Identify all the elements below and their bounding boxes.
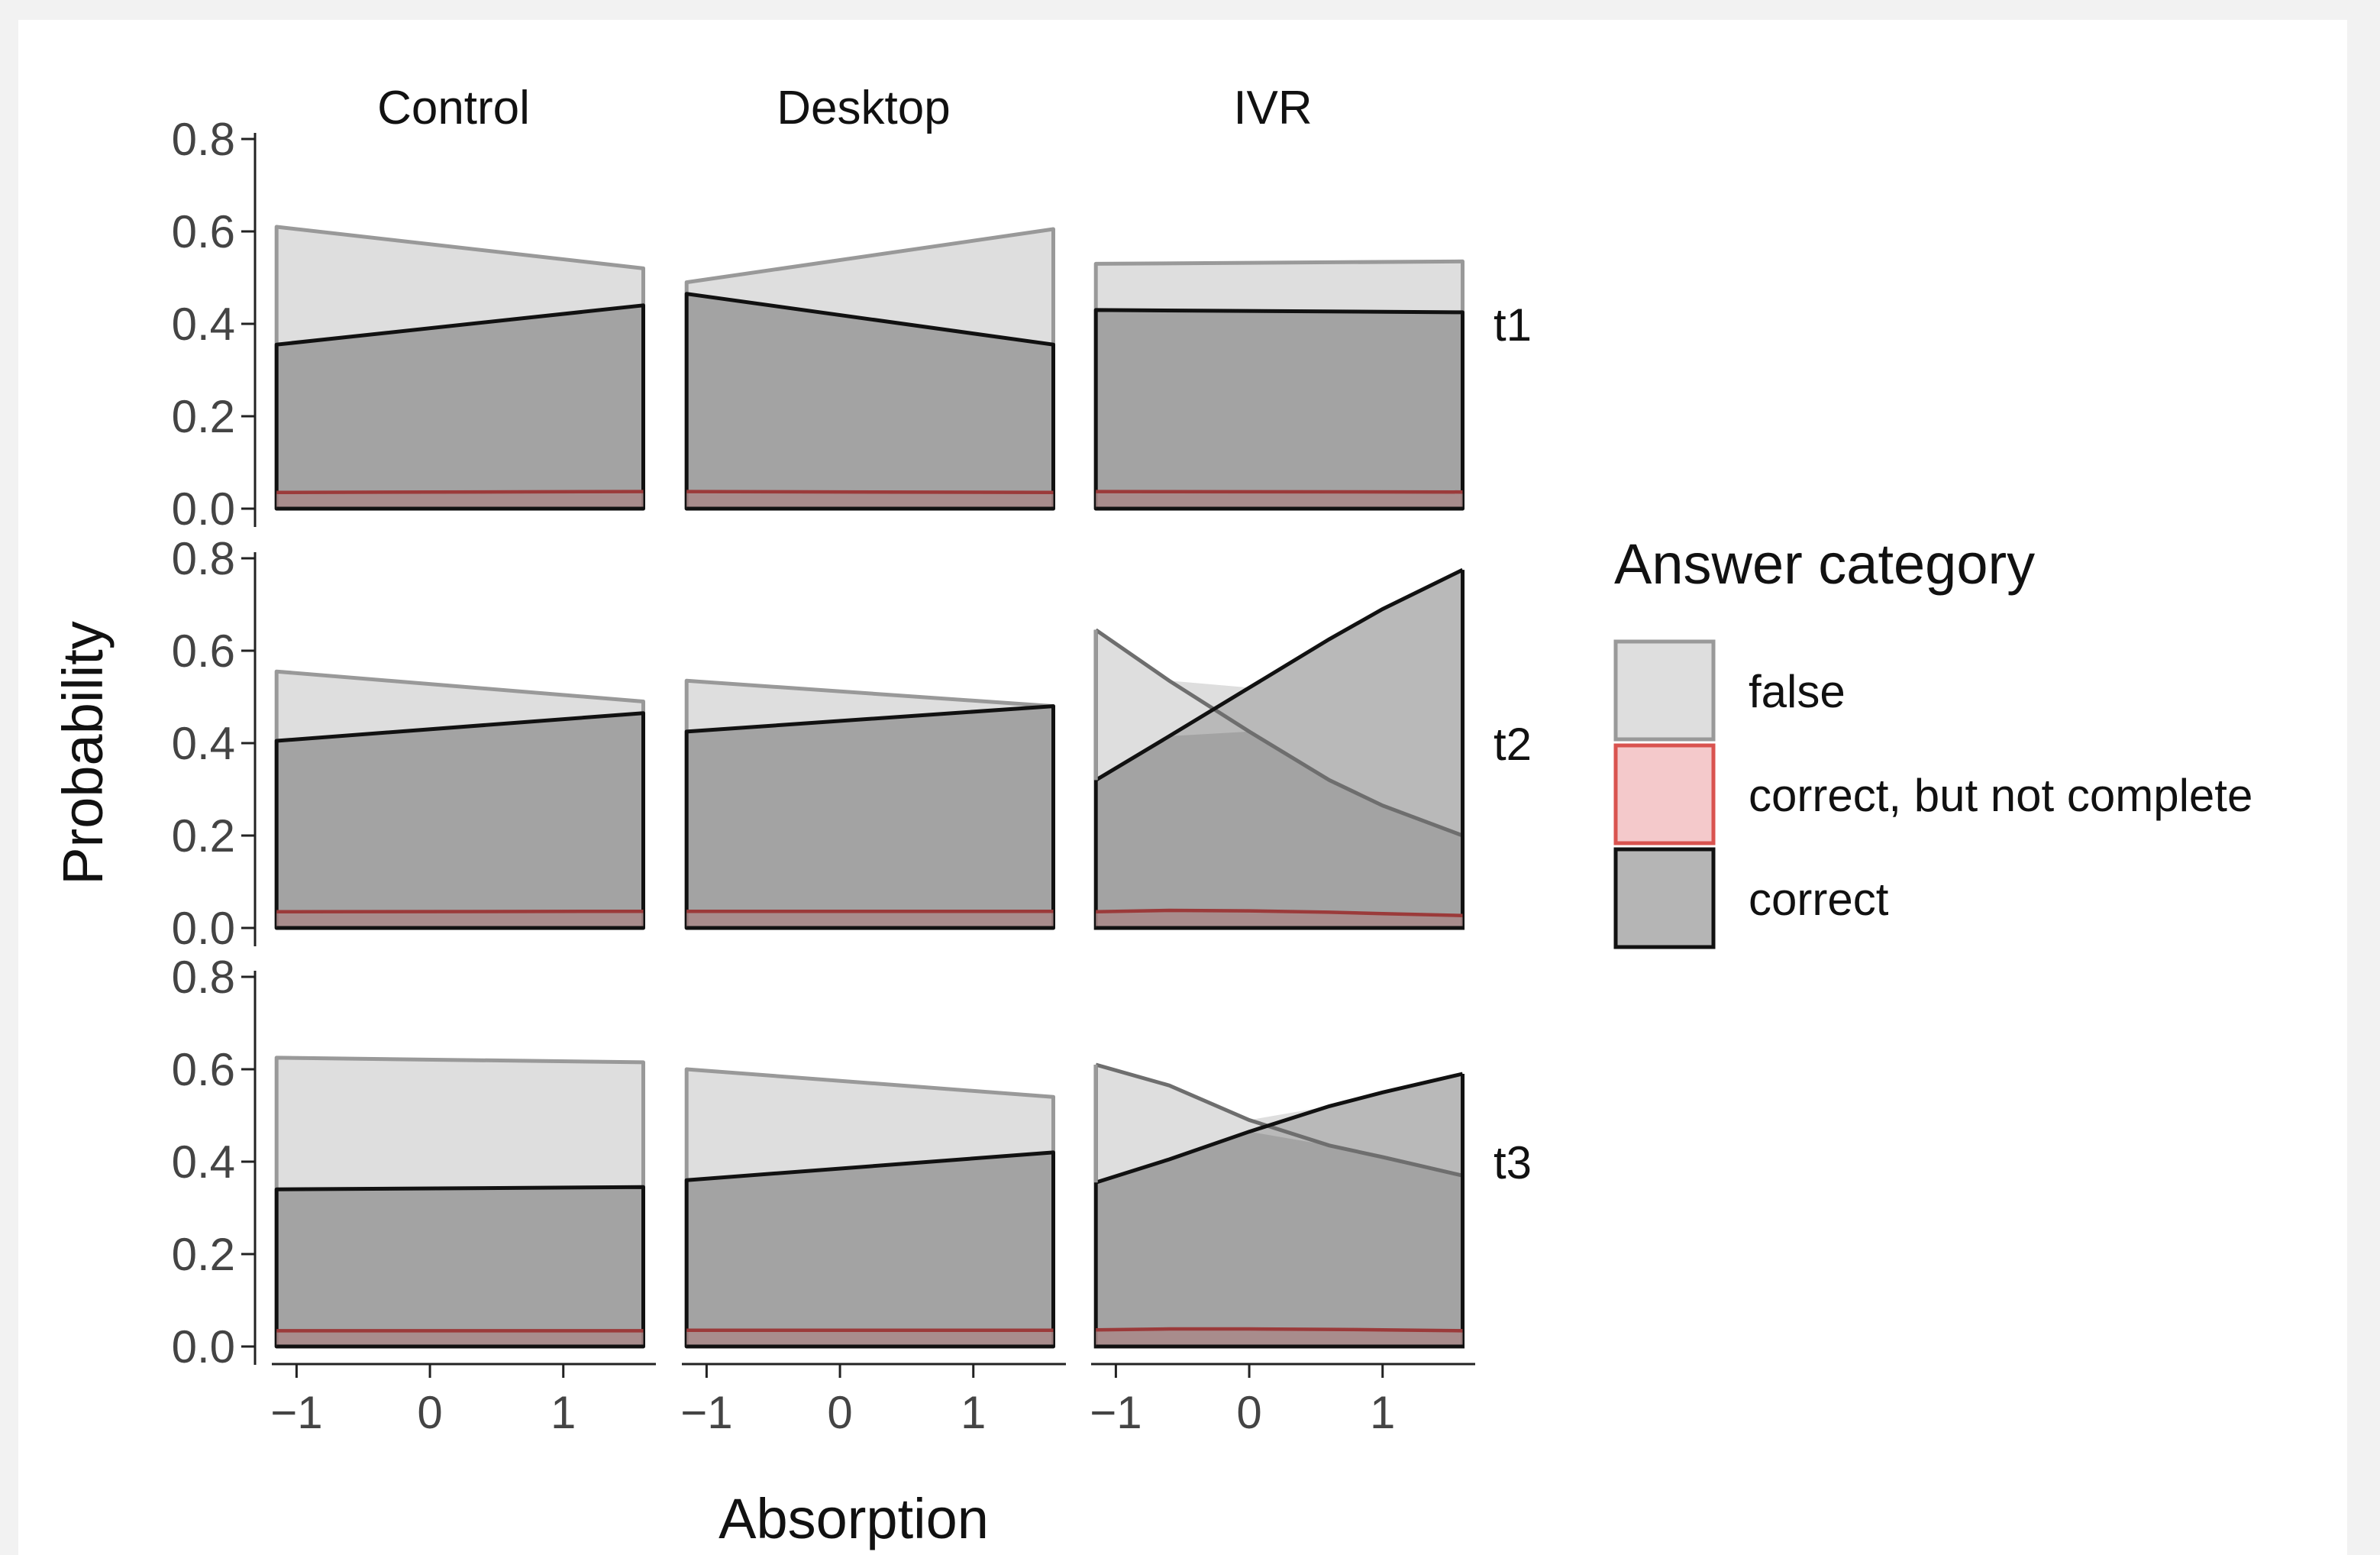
- correct-line: [1095, 1072, 1464, 1185]
- correct-area: [274, 711, 645, 930]
- legend-title: Answer category: [1614, 532, 2035, 596]
- y-tick-label: 0.6: [172, 206, 235, 257]
- panel-t2-control: [274, 669, 645, 930]
- correct-area: [684, 704, 1055, 930]
- partial-area: [276, 491, 644, 509]
- x-tick-label: −1: [680, 1387, 732, 1438]
- faceted-area-chart: Control Desktop IVRt1t2t30.00.20.40.60.80.…: [51, 82, 2252, 1550]
- y-tick-label: 0.4: [172, 718, 235, 769]
- panel-t2-ivr: [1093, 567, 1465, 930]
- panel-t1-ivr: [1093, 259, 1464, 511]
- row-label-t3: t3: [1494, 1137, 1532, 1188]
- y-tick-label: 0.2: [172, 391, 235, 442]
- partial-area: [686, 911, 1054, 928]
- legend-label-partial: correct, but not complete: [1749, 770, 2252, 821]
- overlap-area: [1096, 1131, 1463, 1346]
- correct-area: [684, 1150, 1055, 1349]
- axes-layer: Control Desktop IVRt1t2t30.00.20.40.60.80.…: [172, 82, 1532, 1438]
- column-header-ivr: IVR: [1233, 82, 1312, 134]
- partial-area: [686, 1330, 1054, 1346]
- x-tick-label: −1: [1090, 1387, 1142, 1438]
- x-axis-label: Absorption: [719, 1487, 989, 1550]
- panel-t3-control: [274, 1056, 645, 1349]
- legend-label-correct: correct: [1749, 874, 1889, 925]
- partial-area: [1096, 1329, 1463, 1346]
- x-tick-label: 0: [1236, 1387, 1261, 1438]
- partial-area: [276, 1330, 644, 1346]
- legend: Answer category false correct, but not co…: [1613, 532, 2252, 949]
- panels-layer: [274, 225, 1465, 1349]
- y-tick-label: 0.4: [172, 1136, 235, 1188]
- legend-swatch-false: [1613, 639, 1716, 742]
- y-tick-label: 0.2: [172, 1229, 235, 1280]
- y-tick-label: 0.8: [172, 533, 235, 584]
- panel-t2-desktop: [684, 678, 1055, 930]
- chart-card: Control Desktop IVR t1 t2 t3 0.0 0.2 0.4 0.6 0.8 0.…: [18, 20, 2347, 1555]
- legend-swatch-partial: [1613, 743, 1716, 845]
- panel-t1-desktop: [684, 227, 1055, 511]
- y-tick-label: 0.8: [172, 952, 235, 1003]
- row-label-t2: t2: [1494, 719, 1532, 770]
- partial-line: [276, 909, 644, 914]
- false-line: [1094, 628, 1464, 838]
- partial-area: [686, 491, 1054, 509]
- labels-layer: Absorption Probability: [51, 621, 989, 1550]
- partial-line: [1096, 908, 1463, 917]
- partial-line: [686, 490, 1054, 495]
- x-tick-label: −1: [270, 1387, 322, 1438]
- y-tick-label: 0.4: [172, 299, 235, 350]
- x-tick-label: 1: [1370, 1387, 1395, 1438]
- partial-line: [1096, 490, 1463, 494]
- column-header-control: Control: [377, 82, 530, 134]
- row-label-t1: t1: [1494, 299, 1532, 351]
- partial-line: [276, 490, 644, 495]
- y-tick-label: 0.6: [172, 626, 235, 677]
- false-line: [1095, 1062, 1464, 1178]
- partial-area: [276, 911, 644, 928]
- y-tick-label: 0.0: [172, 903, 235, 954]
- correct-line: [1094, 567, 1464, 782]
- overlap-area: [1096, 731, 1463, 928]
- panel-t1-control: [274, 225, 645, 511]
- y-tick-label: 0.0: [172, 1321, 235, 1372]
- partial-area: [1096, 491, 1463, 509]
- panel-t3-ivr: [1093, 1062, 1465, 1349]
- correct-area: [274, 1185, 645, 1349]
- correct-area: [1093, 308, 1464, 511]
- y-tick-label: 0.6: [172, 1044, 235, 1095]
- partial-line: [1096, 1327, 1463, 1333]
- x-tick-label: 0: [417, 1387, 442, 1438]
- legend-label-false: false: [1749, 666, 1846, 717]
- x-tick-label: 1: [961, 1387, 986, 1438]
- x-tick-label: 1: [551, 1387, 576, 1438]
- y-tick-label: 0.2: [172, 810, 235, 862]
- x-tick-label: 0: [827, 1387, 852, 1438]
- y-tick-label: 0.0: [172, 483, 235, 535]
- y-tick-label: 0.8: [172, 114, 235, 165]
- legend-swatch-correct: [1613, 847, 1716, 949]
- column-header-desktop: Desktop: [777, 82, 950, 134]
- y-axis-label: Probability: [51, 621, 115, 885]
- panel-t3-desktop: [684, 1067, 1055, 1349]
